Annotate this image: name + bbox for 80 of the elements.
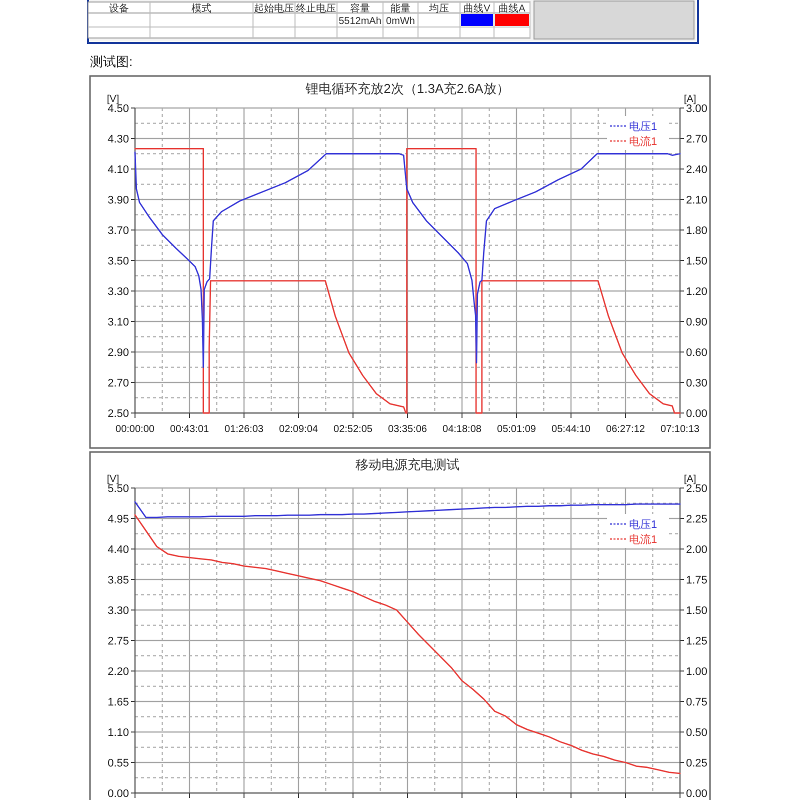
text: 测试图: bbox=[90, 54, 133, 69]
y2-tick-label: 1.00 bbox=[686, 666, 708, 678]
y2-tick-label: 0.60 bbox=[686, 347, 708, 359]
y2-tick-label: 0.00 bbox=[686, 408, 708, 420]
y2-axis-title: [A] bbox=[684, 474, 696, 485]
y-tick-label: 4.40 bbox=[108, 544, 129, 556]
x-tick-label: 02:52:05 bbox=[334, 424, 373, 435]
category-label: 均压 bbox=[428, 2, 449, 14]
y2-tick-label: 2.25 bbox=[686, 514, 708, 526]
y2-axis-title: [A] bbox=[684, 94, 696, 105]
y2-tick-label: 0.75 bbox=[686, 696, 708, 708]
legend-label: 电压1 bbox=[629, 518, 658, 531]
y-tick-label: 2.70 bbox=[108, 378, 129, 390]
y2-tick-label: 2.10 bbox=[686, 194, 708, 206]
y-tick-label: 4.50 bbox=[108, 103, 129, 115]
y-tick-label: 2.90 bbox=[108, 347, 129, 359]
x-tick-label: 02:09:04 bbox=[279, 424, 318, 435]
y2-tick-label: 2.00 bbox=[686, 544, 708, 556]
chart-title: 锂电循环充放2次（1.3A充2.6A放） bbox=[304, 81, 510, 96]
y-tick-label: 3.90 bbox=[108, 194, 129, 206]
y-tick-label: 3.30 bbox=[108, 605, 129, 617]
y-tick-label: 4.30 bbox=[108, 134, 129, 146]
y-tick-label: 4.10 bbox=[108, 164, 129, 176]
y-axis-title: [V] bbox=[106, 94, 120, 105]
category-label: 终止电压 bbox=[296, 2, 336, 14]
y2-tick-label: 1.25 bbox=[686, 636, 708, 648]
line-series bbox=[134, 514, 681, 774]
y-tick-label: 2.50 bbox=[108, 408, 129, 420]
category-label: 曲线A bbox=[498, 2, 526, 14]
y2-tick-label: 1.75 bbox=[686, 574, 708, 586]
y2-tick-label: 2.50 bbox=[686, 483, 708, 495]
category-label: 模式 bbox=[192, 2, 212, 14]
category-label: 曲线V bbox=[464, 2, 491, 14]
y-tick-label: 4.95 bbox=[108, 514, 129, 526]
legend-label: 电流1 bbox=[629, 135, 658, 148]
y-axis-title: [V] bbox=[106, 474, 120, 485]
y2-tick-label: 0.50 bbox=[686, 727, 708, 739]
y-tick-label: 3.70 bbox=[108, 225, 129, 237]
y-tick-label: 3.30 bbox=[108, 286, 129, 298]
y2-tick-label: 0.90 bbox=[686, 316, 708, 328]
text: 0mWh bbox=[386, 16, 415, 27]
x-tick-label: 07:10:13 bbox=[660, 424, 700, 435]
category-label: 设备 bbox=[109, 2, 129, 14]
y2-tick-label: 0.00 bbox=[686, 788, 708, 800]
y-tick-label: 5.50 bbox=[108, 483, 129, 495]
y2-tick-label: 1.50 bbox=[686, 256, 708, 268]
y-tick-label: 1.65 bbox=[108, 696, 129, 708]
y2-tick-label: 1.80 bbox=[686, 225, 708, 237]
category-label: 能量 bbox=[390, 2, 410, 14]
y-tick-label: 0.55 bbox=[108, 758, 129, 770]
y2-tick-label: 1.20 bbox=[686, 286, 708, 298]
legend-label: 电流1 bbox=[629, 533, 658, 546]
y-tick-label: 3.10 bbox=[108, 316, 129, 328]
y-tick-label: 2.20 bbox=[108, 666, 129, 678]
category-label: 起始电压 bbox=[254, 2, 294, 14]
x-tick-label: 04:18:08 bbox=[442, 424, 482, 435]
y2-tick-label: 1.50 bbox=[686, 605, 708, 617]
y-tick-label: 3.85 bbox=[108, 574, 129, 586]
y2-tick-label: 2.70 bbox=[686, 134, 708, 146]
text: 5512mAh bbox=[338, 16, 382, 27]
line-series bbox=[134, 152, 681, 368]
y-tick-label: 0.00 bbox=[108, 788, 129, 800]
y-tick-label: 3.50 bbox=[108, 256, 129, 268]
y2-tick-label: 3.00 bbox=[686, 103, 708, 115]
category-label: 容量 bbox=[350, 2, 370, 14]
line-series bbox=[134, 501, 681, 518]
x-tick-label: 03:35:06 bbox=[388, 424, 428, 435]
chart-title: 移动电源充电测试 bbox=[356, 457, 460, 472]
y2-tick-label: 0.30 bbox=[686, 378, 708, 390]
y2-tick-label: 2.40 bbox=[686, 164, 708, 176]
legend-label: 电压1 bbox=[629, 120, 658, 133]
x-tick-label: 00:43:01 bbox=[170, 424, 210, 435]
x-tick-label: 05:44:10 bbox=[552, 424, 591, 435]
x-tick-label: 00:00:00 bbox=[116, 424, 155, 435]
y-tick-label: 1.10 bbox=[108, 727, 129, 739]
y-tick-label: 2.75 bbox=[108, 636, 129, 648]
x-tick-label: 05:01:09 bbox=[497, 424, 536, 435]
x-tick-label: 06:27:12 bbox=[606, 424, 646, 435]
x-tick-label: 01:26:03 bbox=[224, 424, 264, 435]
y2-tick-label: 0.25 bbox=[686, 758, 708, 770]
